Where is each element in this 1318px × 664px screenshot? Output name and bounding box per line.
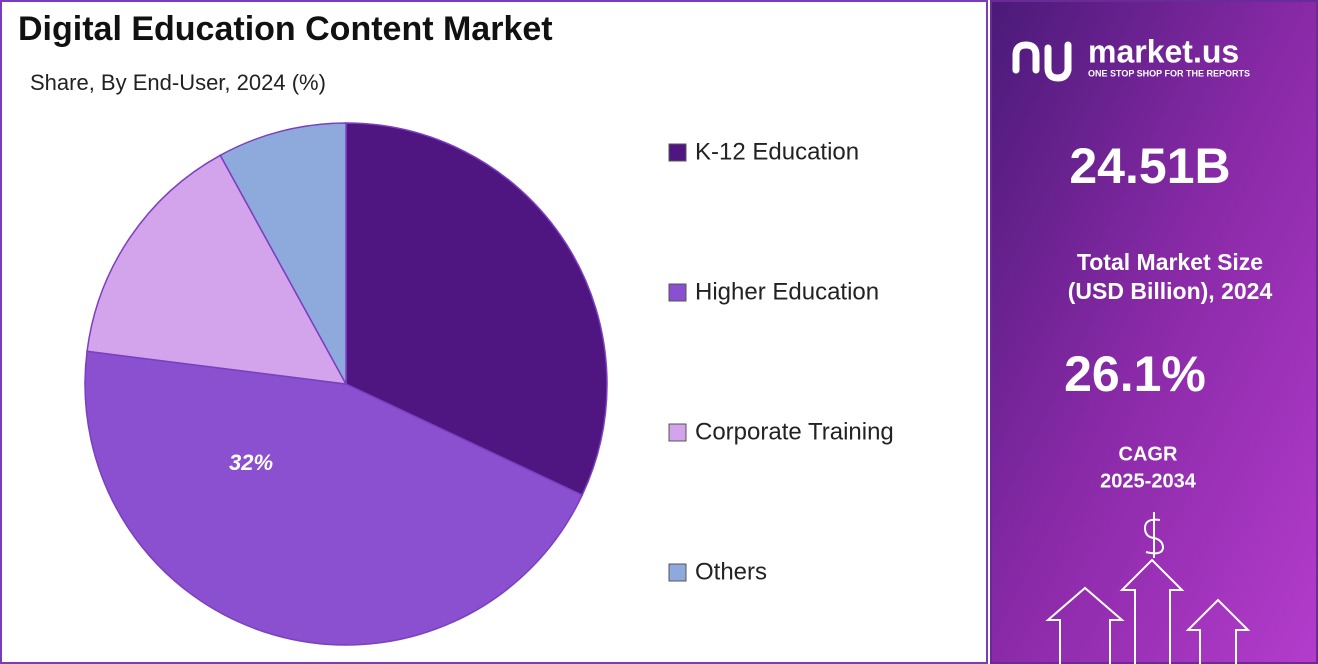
legend-swatch [668, 563, 687, 582]
cagr: 26.1% [1064, 346, 1206, 402]
legend-label: Others [695, 558, 767, 585]
chart-title: Digital Education Content Market [18, 10, 553, 48]
sidebar-panel [990, 0, 1318, 664]
pie-slice [219, 122, 347, 385]
pie-slice [345, 122, 608, 497]
arrows-icon [1045, 512, 1251, 664]
logo [1012, 41, 1072, 82]
tagline: ONE STOP SHOP FOR THE REPORTS [1088, 68, 1250, 78]
legend: K-12 Education Higher Education Corporate … [668, 138, 894, 585]
legend-label: Higher Education [695, 278, 879, 305]
market-size: 24.51B [1069, 138, 1230, 194]
legend-label: Corporate Training [695, 418, 894, 445]
legend-label: K-12 Education [695, 138, 859, 165]
cagr-period: 2025-2034 [1100, 470, 1197, 492]
market-size-label: (USD Billion), 2024 [1068, 278, 1273, 304]
legend-swatch [668, 423, 687, 442]
pie: 32% [84, 122, 608, 646]
pie-slice [84, 350, 584, 646]
slice-annotation: 32% [229, 450, 273, 475]
legend-swatch [668, 143, 687, 162]
legend-swatch [668, 283, 687, 302]
market-size-label: Total Market Size [1077, 249, 1263, 275]
cagr-label: CAGR [1119, 443, 1178, 465]
sidebar-border [990, 0, 1318, 664]
chart-subtitle: Share, By End-User, 2024 (%) [30, 70, 326, 95]
brand: market.us [1088, 33, 1239, 69]
pie-slice [86, 154, 348, 385]
